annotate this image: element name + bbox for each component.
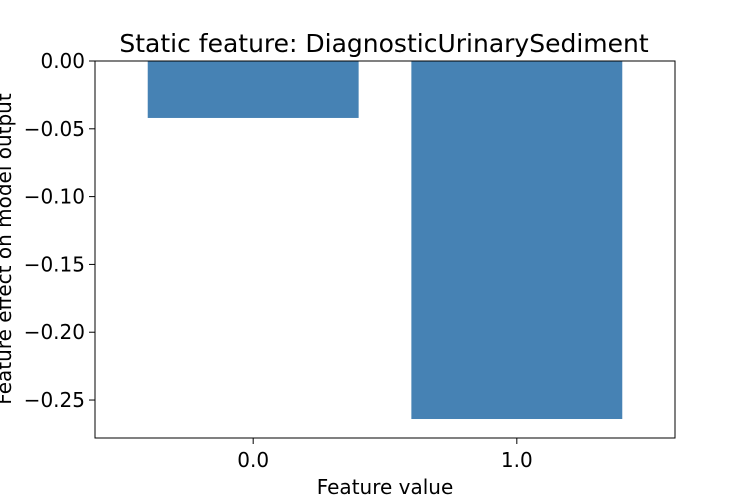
chart-title: Static feature: DiagnosticUrinarySedimen… (119, 29, 649, 58)
x-axis: 0.0 1.0 (237, 438, 533, 472)
x-tick-label: 1.0 (501, 448, 533, 472)
x-axis-label: Feature value (317, 475, 454, 499)
x-tick-label: 0.0 (237, 448, 269, 472)
y-tick-label: −0.20 (24, 320, 85, 344)
y-axis-label: Feature effect on model output (0, 93, 16, 405)
y-tick-label: −0.15 (24, 252, 85, 276)
y-tick-label: −0.05 (24, 117, 85, 141)
bar-1 (411, 61, 623, 420)
y-axis: 0.00 −0.05 −0.10 −0.15 −0.20 −0.25 (24, 49, 95, 412)
y-tick-label: −0.10 (24, 185, 85, 209)
bars (147, 61, 623, 420)
y-tick-label: −0.25 (24, 388, 85, 412)
y-tick-label: 0.00 (40, 49, 85, 73)
plot-frame (94, 60, 676, 439)
bar-0 (147, 61, 359, 118)
